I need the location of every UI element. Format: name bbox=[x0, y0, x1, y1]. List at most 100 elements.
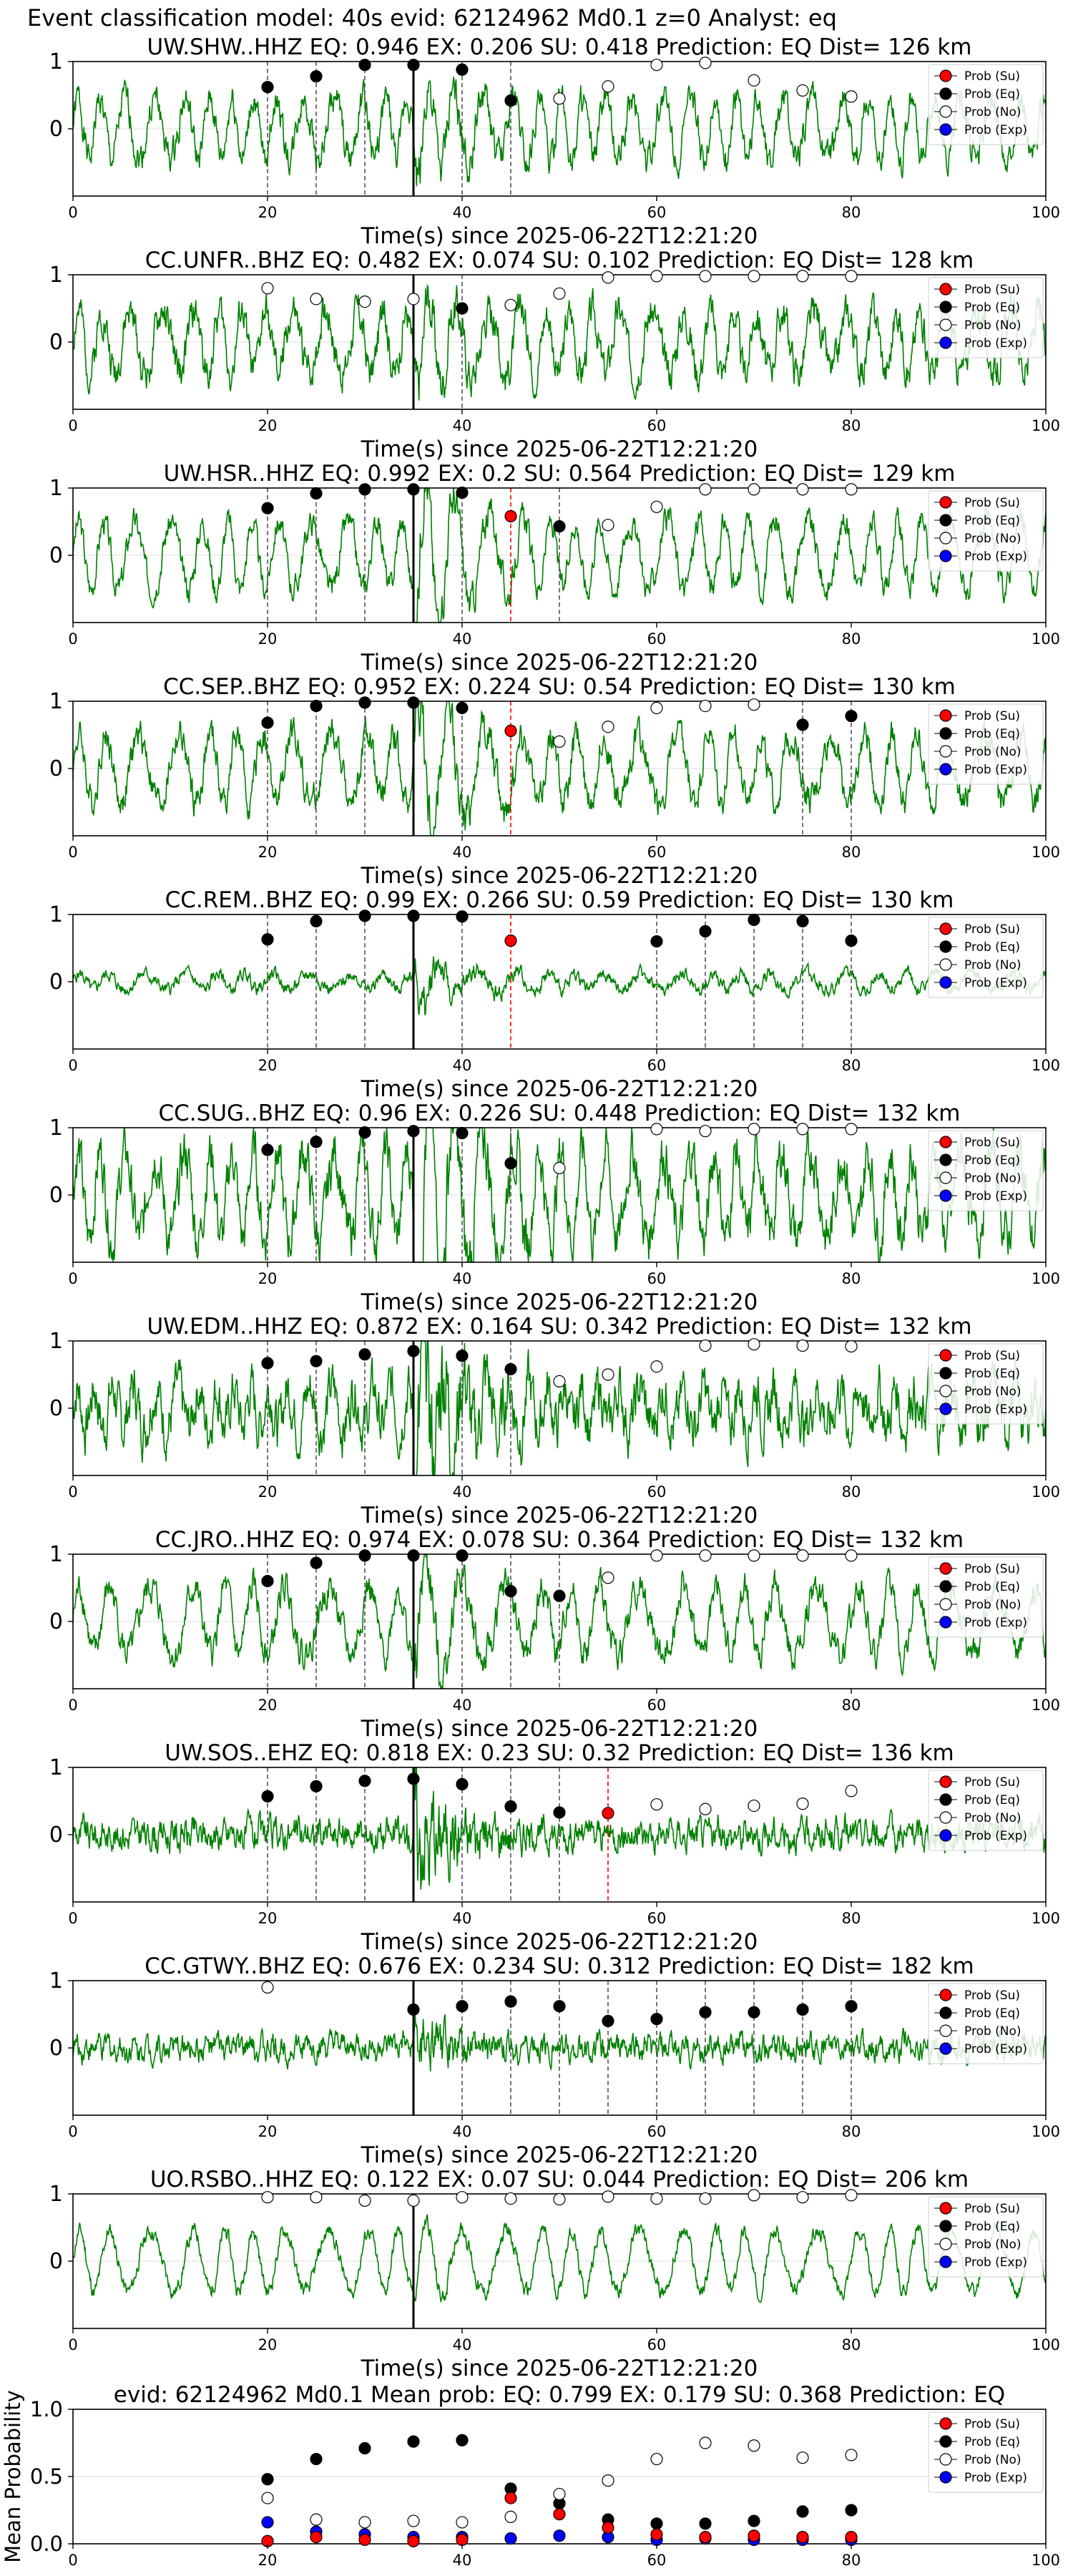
prob-point-no bbox=[650, 1549, 663, 1562]
prob-point-no bbox=[310, 2191, 323, 2204]
prob-point-su bbox=[358, 2533, 371, 2546]
panel: UW.EDM..HHZ EQ: 0.872 EX: 0.164 SU: 0.34… bbox=[49, 1314, 1060, 1528]
legend-label: Prob (No) bbox=[964, 1811, 1021, 1825]
panel: CC.JRO..HHZ EQ: 0.974 EX: 0.078 SU: 0.36… bbox=[49, 1527, 1060, 1742]
x-tick-label: 80 bbox=[842, 1910, 861, 1927]
prob-point-eq bbox=[261, 1357, 274, 1370]
prob-point-su bbox=[748, 2529, 760, 2542]
x-tick-label: 60 bbox=[647, 1057, 667, 1074]
legend-marker bbox=[939, 283, 952, 296]
x-tick-label: 0 bbox=[68, 2336, 77, 2353]
x-tick-label: 20 bbox=[258, 2336, 278, 2353]
panel-title: CC.UNFR..BHZ EQ: 0.482 EX: 0.074 SU: 0.1… bbox=[145, 248, 974, 273]
x-tick-label: 40 bbox=[453, 1483, 472, 1501]
prob-point-no bbox=[748, 483, 760, 496]
legend-label: Prob (No) bbox=[964, 745, 1021, 759]
legend-box bbox=[928, 1770, 1044, 1851]
prob-point-eq bbox=[310, 1556, 323, 1569]
prob-point-no bbox=[845, 483, 858, 496]
x-tick-label: 100 bbox=[1032, 2552, 1060, 2569]
prob-point-eq bbox=[358, 909, 371, 922]
prob-point-eq bbox=[796, 718, 809, 731]
legend-label: Prob (No) bbox=[964, 318, 1021, 333]
prob-point-no bbox=[796, 1339, 809, 1352]
legend-label: Prob (Eq) bbox=[964, 727, 1020, 741]
prob-point-no bbox=[504, 2192, 517, 2205]
y-tick-label: 1 bbox=[49, 1329, 63, 1354]
x-tick-label: 20 bbox=[258, 204, 278, 221]
x-tick-label: 20 bbox=[258, 844, 278, 861]
legend-marker bbox=[939, 2006, 952, 2019]
prob-point-eq bbox=[261, 933, 274, 946]
waveform-trace bbox=[72, 487, 1047, 623]
prob-point-su bbox=[699, 2531, 712, 2544]
x-tick-label: 60 bbox=[647, 204, 667, 221]
prob-point-su bbox=[504, 509, 517, 523]
x-tick-label: 80 bbox=[842, 1057, 861, 1074]
prob-point-no bbox=[261, 1981, 274, 1994]
x-axis-label: Time(s) since 2025-06-22T12:21:20 bbox=[361, 1716, 758, 1742]
x-tick-label: 20 bbox=[258, 1483, 278, 1501]
legend-label: Prob (Exp) bbox=[964, 123, 1027, 137]
x-axis-label: Time(s) since 2025-06-22T12:21:20 bbox=[361, 436, 758, 462]
x-tick-label: 40 bbox=[453, 204, 472, 221]
y-tick-label: 1 bbox=[49, 689, 63, 714]
x-tick-label: 0 bbox=[68, 1270, 77, 1287]
legend-marker bbox=[939, 1562, 952, 1575]
legend-marker bbox=[939, 496, 952, 509]
panel-title: CC.SEP..BHZ EQ: 0.952 EX: 0.224 SU: 0.54… bbox=[163, 674, 956, 700]
prob-point-no bbox=[699, 1125, 712, 1138]
legend-label: Prob (Exp) bbox=[964, 1829, 1027, 1843]
prob-point-eq bbox=[358, 1549, 371, 1562]
panel-title: evid: 62124962 Md0.1 Mean prob: EQ: 0.79… bbox=[114, 2382, 1005, 2408]
x-tick-label: 60 bbox=[647, 1697, 667, 1714]
prob-point-eq bbox=[407, 2003, 420, 2016]
prob-point-eq bbox=[456, 302, 469, 315]
prob-point-su bbox=[796, 2531, 809, 2544]
prob-point-no bbox=[553, 1161, 566, 1175]
legend-marker bbox=[939, 1367, 952, 1380]
x-tick-label: 0 bbox=[68, 1057, 77, 1074]
prob-point-eq bbox=[553, 519, 566, 533]
legend-label: Prob (Eq) bbox=[964, 514, 1020, 528]
prob-point-no bbox=[456, 2191, 469, 2204]
waveform-trace bbox=[72, 1127, 1047, 1264]
legend: Prob (Su) Prob (Eq) Prob (No) Prob (Exp) bbox=[928, 1130, 1044, 1211]
legend-label: Prob (Eq) bbox=[964, 940, 1020, 955]
legend-marker bbox=[939, 940, 952, 953]
prob-point-eq bbox=[358, 696, 371, 709]
legend-label: Prob (Eq) bbox=[964, 301, 1020, 315]
x-tick-label: 40 bbox=[453, 2552, 472, 2569]
prob-point-no bbox=[358, 296, 371, 308]
x-tick-label: 0 bbox=[68, 630, 77, 648]
prob-point-no bbox=[748, 2439, 760, 2452]
prob-point-eq bbox=[261, 81, 274, 94]
prob-point-eq bbox=[553, 2000, 566, 2013]
prob-point-eq bbox=[310, 1136, 323, 1148]
prob-point-no bbox=[699, 57, 712, 69]
y-tick-label: 1 bbox=[49, 2182, 63, 2207]
legend: Prob (Su) Prob (Eq) Prob (No) Prob (Exp) bbox=[928, 490, 1044, 572]
prob-point-no bbox=[650, 2452, 663, 2466]
prob-point-su bbox=[602, 1807, 614, 1820]
legend-box bbox=[928, 1130, 1044, 1211]
y-tick-label: 1 bbox=[49, 1116, 63, 1141]
prob-point-su bbox=[504, 2492, 517, 2504]
legend-marker bbox=[939, 763, 952, 776]
legend-box bbox=[928, 1343, 1044, 1425]
panel: CC.SUG..BHZ EQ: 0.96 EX: 0.226 SU: 0.448… bbox=[49, 1101, 1060, 1315]
prob-point-eq bbox=[456, 910, 469, 923]
prob-point-eq bbox=[261, 2473, 274, 2486]
legend-label: Prob (Exp) bbox=[964, 2471, 1027, 2485]
legend-label: Prob (No) bbox=[964, 1171, 1021, 1186]
x-tick-label: 80 bbox=[842, 2336, 861, 2353]
prob-point-eq bbox=[699, 2006, 712, 2019]
legend-marker bbox=[939, 1171, 952, 1184]
prob-point-su bbox=[845, 2531, 858, 2544]
legend-label: Prob (Exp) bbox=[964, 1402, 1027, 1417]
prob-point-eq bbox=[699, 924, 712, 938]
x-tick-label: 40 bbox=[453, 630, 472, 648]
x-tick-label: 0 bbox=[68, 1483, 77, 1501]
panel-title: UW.SHW..HHZ EQ: 0.946 EX: 0.206 SU: 0.41… bbox=[147, 34, 972, 60]
